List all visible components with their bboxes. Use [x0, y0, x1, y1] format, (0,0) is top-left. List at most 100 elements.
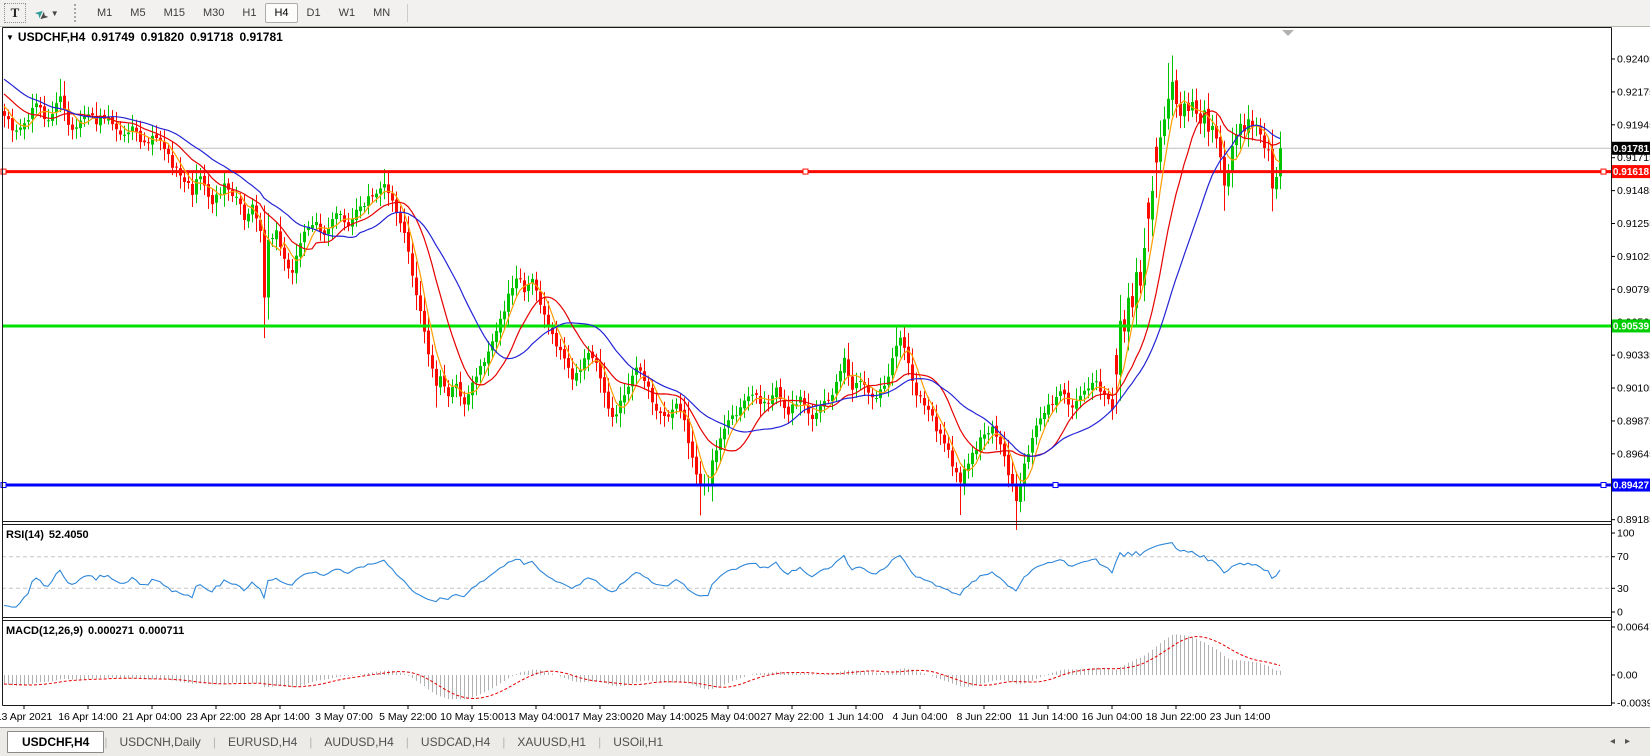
- chart-tab-usdchf-h4[interactable]: USDCHF,H4: [7, 731, 105, 753]
- timeframe-button-d1[interactable]: D1: [306, 7, 321, 19]
- svg-text:0.89185: 0.89185: [1617, 514, 1650, 526]
- price-axis[interactable]: 0.92405 0.92175 0.91945 0.91715 0.91485 0.912…: [1611, 54, 1650, 527]
- svg-text:17 May 23:00: 17 May 23:00: [568, 711, 632, 723]
- chart-tab-usoil-h1[interactable]: USOil,H1: [613, 735, 664, 749]
- tab-separator: |: [212, 735, 216, 749]
- rsi-axis-label: 100: [1617, 528, 1635, 540]
- svg-text:0.90335: 0.90335: [1617, 350, 1650, 362]
- low-support-line-badge: [1612, 478, 1650, 492]
- timeframe-button-h1[interactable]: H1: [242, 7, 257, 19]
- resistance-line-badge: [1612, 165, 1650, 179]
- svg-text:27 May 22:00: 27 May 22:00: [760, 711, 824, 723]
- resistance-line-handle[interactable]: [1600, 168, 1607, 175]
- chart-canvas[interactable]: 0.92405 0.92175 0.91945 0.91715 0.91485 0.912…: [0, 27, 1650, 727]
- svg-text:0.92175: 0.92175: [1617, 86, 1650, 98]
- svg-text:10 May 15:00: 10 May 15:00: [440, 711, 504, 723]
- svg-text:0.92405: 0.92405: [1617, 54, 1650, 66]
- ohlc-low: 0.91718: [190, 30, 234, 44]
- svg-text:0.90105: 0.90105: [1617, 383, 1650, 395]
- ohlc-high: 0.91820: [140, 30, 185, 44]
- chart-tab-eurusd-h4[interactable]: EURUSD,H4: [227, 735, 298, 749]
- rsi-indicator-label: RSI(14) 52.4050: [6, 529, 89, 541]
- chart-tab-usdcnh-daily[interactable]: USDCNH,Daily: [119, 735, 201, 749]
- toolbar-separator: [407, 4, 409, 22]
- svg-text:3 May 07:00: 3 May 07:00: [315, 711, 373, 723]
- resistance-line-handle[interactable]: [802, 168, 809, 175]
- tab-scroll-right-icon[interactable]: ▸: [1624, 736, 1640, 747]
- timeframe-button-h4[interactable]: H4: [265, 3, 298, 23]
- macd-value-signal: 0.000711: [138, 625, 185, 637]
- svg-text:0.91715: 0.91715: [1617, 152, 1650, 164]
- svg-text:23 Apr 22:00: 23 Apr 22:00: [186, 711, 246, 723]
- toolbar-grip: [74, 4, 80, 22]
- rsi-pane: [2, 524, 1611, 617]
- svg-text:0.91618: 0.91618: [1613, 167, 1650, 178]
- svg-text:13 Apr 2021: 13 Apr 2021: [0, 711, 52, 723]
- svg-text:0.90795: 0.90795: [1617, 284, 1650, 296]
- chart-tab-xauusd-h1[interactable]: XAUUSD,H1: [517, 735, 587, 749]
- timeframe-button-m1[interactable]: M1: [97, 7, 113, 19]
- macd-indicator-label: MACD(12,26,9) 0.000271 0.000711: [6, 625, 184, 637]
- resistance-line-handle[interactable]: [0, 168, 7, 175]
- svg-text:0.89875: 0.89875: [1617, 415, 1650, 427]
- current-price-line-badge: [1612, 141, 1650, 155]
- ma-fast-line: [3, 100, 1281, 483]
- low-support-line-handle[interactable]: [0, 482, 7, 489]
- ma-mid-line: [3, 93, 1281, 457]
- svg-text:0.91485: 0.91485: [1617, 185, 1650, 197]
- rsi-title: RSI(14): [6, 529, 44, 541]
- svg-text:0.91945: 0.91945: [1617, 119, 1650, 131]
- svg-text:0.89427: 0.89427: [1613, 481, 1650, 492]
- tab-separator: |: [309, 735, 313, 749]
- rsi-axis-label: 0: [1617, 607, 1623, 619]
- svg-text:4 Jun 04:00: 4 Jun 04:00: [893, 711, 948, 723]
- timeframe-button-w1[interactable]: W1: [338, 7, 356, 19]
- tab-scroll-arrows: ◂▸: [1610, 736, 1640, 747]
- svg-text:28 Apr 14:00: 28 Apr 14:00: [250, 711, 310, 723]
- rsi-line: [3, 541, 1281, 608]
- chart-tab-audusd-h4[interactable]: AUDUSD,H4: [324, 735, 394, 749]
- tab-separator: |: [104, 735, 108, 749]
- svg-text:0.90539: 0.90539: [1613, 321, 1650, 332]
- chart-tabs: USDCHF,H4 | USDCNH,Daily | EURUSD,H4 | AUDUSD,…: [0, 731, 675, 753]
- ohlc-open: 0.91749: [91, 30, 135, 44]
- svg-text:25 May 04:00: 25 May 04:00: [696, 711, 760, 723]
- toolbar: T ➤ ➤ ▼ M1 M5 M15 M30 H1 H4 D1 W1 MN: [0, 0, 1650, 27]
- chart-tab-usdcad-h4[interactable]: USDCAD,H4: [420, 735, 491, 749]
- svg-text:20 May 14:00: 20 May 14:00: [632, 711, 696, 723]
- svg-text:16 Jun 04:00: 16 Jun 04:00: [1082, 711, 1143, 723]
- main-pane: [2, 27, 1611, 521]
- timeframe-button-m30[interactable]: M30: [202, 7, 225, 19]
- low-support-line-handle[interactable]: [1600, 482, 1607, 489]
- chart-shift-marker-icon[interactable]: [1282, 30, 1294, 36]
- svg-text:0.91255: 0.91255: [1617, 218, 1650, 230]
- ohlc-close: 0.91781: [239, 30, 283, 44]
- chart-menu-icon[interactable]: ▼: [6, 33, 14, 42]
- rsi-axis-label: 70: [1617, 551, 1629, 563]
- tab-separator: |: [502, 735, 506, 749]
- candlestick-series: [3, 55, 1282, 530]
- arrow-objects-button[interactable]: ➤ ➤ ▼: [30, 3, 64, 23]
- tab-separator: |: [598, 735, 602, 749]
- svg-text:8 Jun 22:00: 8 Jun 22:00: [957, 711, 1012, 723]
- time-axis[interactable]: 13 Apr 2021 16 Apr 14:00 21 Apr 04:00 23 Ap…: [0, 705, 1271, 723]
- rsi-axis-label: 30: [1617, 583, 1629, 595]
- chevron-down-icon: ▼: [50, 8, 59, 18]
- text-tool-button[interactable]: T: [4, 3, 26, 23]
- svg-text:21 Apr 04:00: 21 Apr 04:00: [122, 711, 182, 723]
- svg-text:23 Jun 14:00: 23 Jun 14:00: [1210, 711, 1271, 723]
- svg-text:18 Jun 22:00: 18 Jun 22:00: [1146, 711, 1207, 723]
- svg-text:13 May 04:00: 13 May 04:00: [504, 711, 568, 723]
- timeframe-button-m15[interactable]: M15: [163, 7, 185, 19]
- low-support-line-handle[interactable]: [1052, 482, 1059, 489]
- timeframe-button-m5[interactable]: M5: [130, 7, 146, 19]
- macd-axis-label: 0.00: [1617, 670, 1638, 682]
- timeframe-button-mn[interactable]: MN: [373, 7, 391, 19]
- svg-text:0.91025: 0.91025: [1617, 251, 1650, 263]
- chart-header: ▼ USDCHF,H4 0.91749 0.91820 0.91718 0.91781: [6, 30, 283, 44]
- svg-text:11 Jun 14:00: 11 Jun 14:00: [1018, 711, 1078, 723]
- tab-scroll-left-icon[interactable]: ◂: [1609, 736, 1625, 747]
- macd-histogram: [4, 634, 1281, 700]
- rsi-value: 52.4050: [48, 529, 89, 541]
- chart-tab-bar: USDCHF,H4 | USDCNH,Daily | EURUSD,H4 | AUDUSD,…: [0, 727, 1650, 756]
